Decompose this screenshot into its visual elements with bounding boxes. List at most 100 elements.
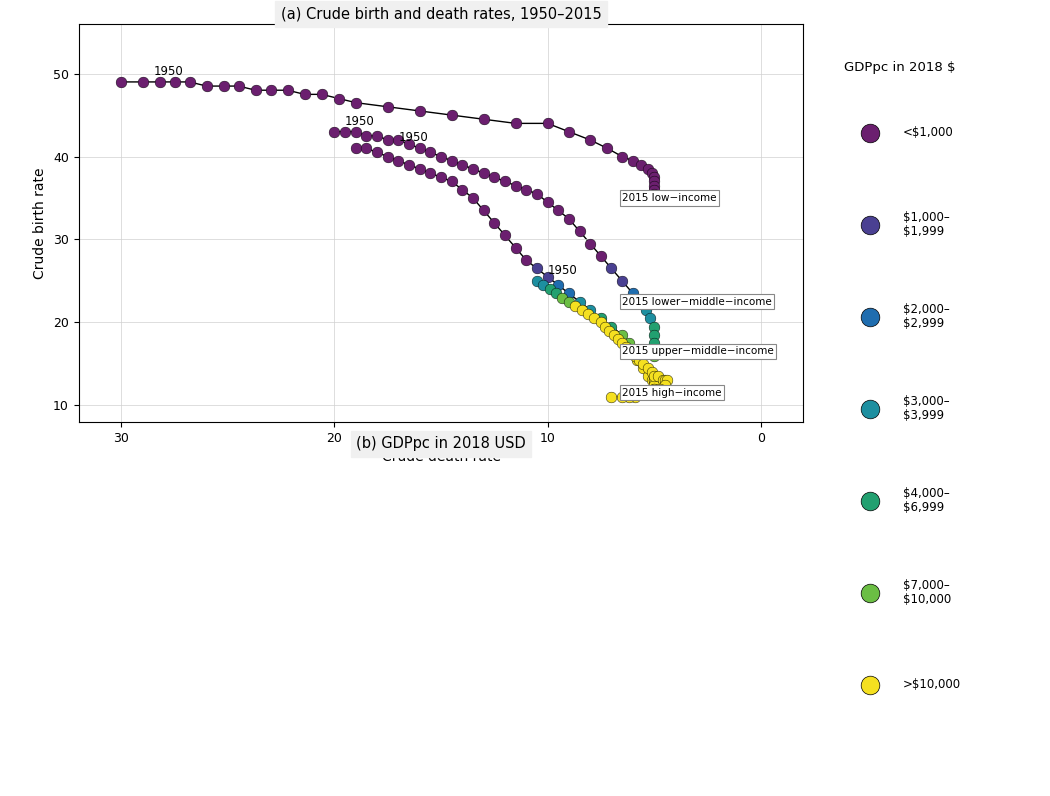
Y-axis label: Crude birth rate: Crude birth rate [34, 167, 47, 279]
Point [623, 345, 639, 357]
Point [654, 374, 671, 387]
Point [550, 204, 567, 217]
Text: $1,000–
$1,999: $1,000– $1,999 [903, 212, 949, 238]
Text: >$10,000: >$10,000 [903, 678, 961, 691]
Point [443, 154, 460, 167]
Point [539, 117, 555, 130]
Point [613, 329, 630, 341]
Point [507, 117, 524, 130]
Point [596, 320, 613, 333]
Point [646, 374, 663, 387]
Point [247, 84, 264, 96]
Point [348, 142, 364, 154]
Point [550, 279, 567, 291]
Point [134, 76, 151, 88]
Point [601, 324, 617, 337]
Point [561, 287, 578, 300]
Text: $2,000–
$2,999: $2,000– $2,999 [903, 303, 949, 330]
Point [379, 134, 396, 146]
Text: 2015 lower−middle−income: 2015 lower−middle−income [622, 297, 772, 306]
Point [646, 370, 663, 383]
Point [230, 80, 247, 92]
Point [215, 80, 232, 92]
Point [631, 353, 648, 366]
Point [548, 287, 565, 300]
Text: $4,000–
$6,999: $4,000– $6,999 [903, 487, 949, 514]
Text: GDPpc in 2018 $: GDPpc in 2018 $ [844, 61, 956, 74]
Point [631, 295, 648, 308]
Point [586, 312, 603, 325]
Point [476, 204, 492, 217]
Point [561, 213, 578, 225]
Point [635, 361, 652, 374]
Point [497, 229, 513, 242]
Point [639, 387, 656, 400]
Point [613, 150, 630, 163]
Point [646, 345, 663, 357]
Point [571, 295, 588, 308]
Point [603, 262, 620, 275]
Point [113, 76, 130, 88]
Text: 2015 upper−middle−income: 2015 upper−middle−income [622, 346, 774, 357]
Text: 2015 high−income: 2015 high−income [622, 388, 721, 398]
Point [507, 241, 524, 254]
Point [486, 217, 503, 229]
Point [433, 150, 449, 163]
Point [644, 191, 660, 204]
Point [412, 104, 428, 117]
Point [571, 224, 588, 237]
Point [198, 80, 215, 92]
X-axis label: Crude death rate: Crude death rate [381, 451, 501, 464]
Point [656, 378, 673, 391]
Point [327, 125, 343, 138]
Point [539, 196, 555, 209]
Point [861, 310, 878, 323]
Point [644, 366, 660, 379]
Point [567, 299, 584, 312]
Point [592, 312, 609, 325]
Point [644, 374, 660, 387]
Point [433, 171, 449, 184]
Point [621, 391, 637, 404]
Text: $7,000–
$10,000: $7,000– $10,000 [903, 579, 951, 606]
Point [646, 337, 663, 349]
Point [646, 374, 663, 387]
Point [639, 361, 656, 374]
Point [861, 127, 878, 139]
Title: (a) Crude birth and death rates, 1950–2015: (a) Crude birth and death rates, 1950–20… [280, 6, 602, 21]
Point [358, 142, 375, 154]
Point [646, 349, 663, 362]
Text: 1950: 1950 [547, 263, 578, 277]
Point [454, 158, 470, 171]
Point [613, 275, 630, 287]
Point [613, 337, 630, 349]
Point [337, 125, 354, 138]
Point [639, 162, 656, 175]
Point [443, 109, 460, 122]
Text: <$1,000: <$1,000 [903, 127, 953, 139]
Point [476, 113, 492, 126]
Point [592, 250, 609, 263]
Point [580, 308, 596, 321]
Point [279, 84, 296, 96]
Point [646, 320, 663, 333]
Point [582, 134, 598, 146]
Point [539, 271, 555, 283]
Point [518, 183, 534, 196]
Point [528, 275, 545, 287]
Point [656, 374, 673, 387]
Point [369, 130, 385, 142]
Point [646, 188, 663, 201]
Point [582, 303, 598, 316]
Point [528, 262, 545, 275]
Point [348, 125, 364, 138]
Point [652, 382, 669, 395]
Point [379, 150, 396, 163]
Point [658, 374, 675, 387]
Point [605, 329, 622, 341]
Point [528, 188, 545, 201]
Point [443, 175, 460, 188]
Point [412, 142, 428, 154]
Point [635, 357, 652, 370]
Point [582, 237, 598, 250]
